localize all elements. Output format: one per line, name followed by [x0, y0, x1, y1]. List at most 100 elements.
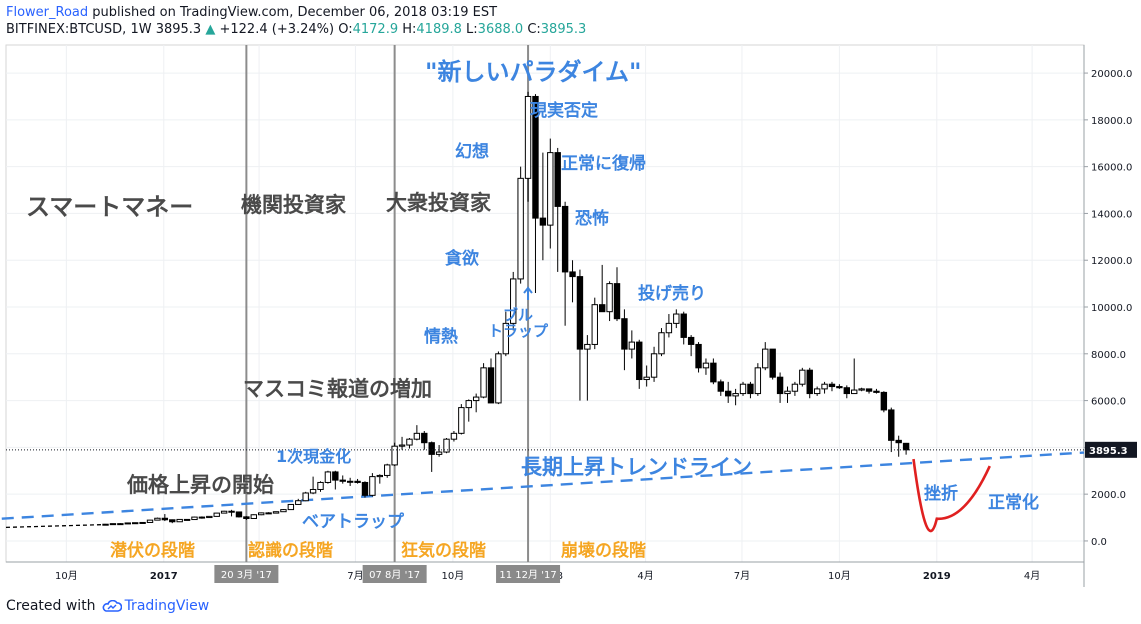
last-price-tag — [1085, 441, 1137, 458]
candle-body — [339, 479, 346, 482]
y-tick-label: 18000.0 — [1091, 116, 1132, 127]
candle-body — [258, 512, 265, 516]
candle-body — [391, 445, 398, 466]
annotation-long-trend: 長期上昇トレンドライン — [521, 455, 752, 479]
candle-body — [243, 516, 250, 519]
candle-body — [821, 383, 828, 390]
candle-body — [547, 152, 554, 226]
symbol-label: BITFINEX:BTCUSD, 1W — [6, 22, 152, 37]
candle-body — [643, 376, 650, 381]
x-tick-label: 4月 — [1024, 570, 1040, 582]
phase-date-marker-label: 20 3月 '17 — [221, 569, 272, 581]
arrow-up-icon — [523, 286, 533, 300]
candle-body — [272, 511, 280, 514]
annotation-enthusiasm: 情熱 — [424, 326, 458, 347]
arrow-up-icon: ▲ — [205, 22, 216, 37]
candle-body — [109, 523, 117, 526]
candle-body — [302, 492, 309, 502]
candle-body — [902, 442, 910, 451]
candle-body — [569, 271, 576, 278]
candle-body — [762, 348, 769, 369]
candle-body — [398, 444, 406, 447]
candle-body — [176, 518, 183, 523]
annotation-public: 大衆投資家 — [386, 191, 492, 215]
candle-body — [724, 390, 732, 397]
annotation-bear-trap: ベアトラップ — [302, 511, 405, 532]
candle-body — [732, 393, 739, 397]
trend-line — [1, 451, 1085, 520]
candle-body — [895, 439, 902, 444]
phase-date-marker-label: 07 8月 '17 — [369, 569, 420, 581]
candle-body — [532, 95, 539, 219]
annotation-normalization: 正常化 — [988, 492, 1039, 513]
y-tick-label: 10000.0 — [1091, 303, 1132, 314]
annotation-phase-blowoff: 崩壊の段階 — [561, 540, 646, 561]
x-tick-label: 7月 — [734, 570, 750, 582]
candle-body — [295, 500, 302, 505]
candle-body — [191, 516, 198, 521]
candle-body — [413, 432, 421, 440]
candle-body — [784, 390, 791, 395]
candle-body — [710, 362, 717, 383]
candle-body — [198, 516, 206, 519]
candle-body — [606, 283, 613, 313]
candle-body — [851, 389, 858, 395]
candle-body — [754, 367, 762, 395]
author-link[interactable]: Flower_Road — [6, 5, 89, 20]
candle-body — [524, 95, 532, 179]
annotation-new-paradigm: "新しいパラダイム" — [425, 58, 642, 86]
candle-body — [250, 514, 257, 519]
candle-body — [591, 304, 598, 345]
phase-date-marker — [496, 565, 561, 583]
candle-body — [613, 283, 621, 320]
candle-body — [806, 369, 813, 395]
y-tick-label: 14000.0 — [1091, 209, 1132, 220]
annotation-greed: 貪欲 — [445, 248, 479, 269]
annotation-capitulation: 投げ売り — [638, 283, 706, 304]
candle-body — [206, 515, 213, 519]
candle-body — [717, 381, 724, 392]
candle-body — [183, 518, 191, 521]
candle-body — [487, 367, 495, 404]
annotation-phase-mania: 狂気の段階 — [401, 540, 486, 561]
annotation-phase-awareness: 認識の段階 — [248, 540, 333, 561]
candle-body — [309, 488, 317, 494]
candle-body — [428, 442, 435, 455]
candle-body — [510, 278, 517, 324]
x-tick-label: 7月 — [347, 570, 363, 582]
close-label: C: — [527, 22, 541, 37]
candle-body — [813, 388, 821, 395]
open-label: O: — [338, 22, 353, 37]
candle-body — [117, 523, 124, 526]
candle-body — [443, 438, 450, 453]
annotation-bull-trap: ブル — [503, 306, 533, 324]
last-price: 3895.3 — [155, 22, 202, 37]
x-tick-label: 10月 — [828, 570, 851, 582]
candle-body — [769, 348, 776, 378]
candle-body — [495, 353, 502, 404]
candle-body — [435, 451, 443, 455]
y-tick-label: 2000.0 — [1091, 490, 1126, 501]
candle-body — [235, 511, 243, 518]
candle-body — [346, 480, 354, 483]
phase-date-marker — [214, 565, 279, 583]
candle-body — [169, 519, 176, 523]
candle-body — [354, 480, 361, 483]
candle-body — [317, 481, 324, 490]
early-price-dash — [5, 523, 106, 529]
candle-body — [776, 376, 784, 395]
candle-body — [584, 343, 591, 350]
candle-body — [517, 177, 524, 280]
candle-body — [406, 438, 413, 446]
candle-body — [539, 217, 547, 226]
low-label: L: — [466, 22, 478, 37]
x-tick-label: 2019 — [923, 571, 951, 582]
candle-body — [220, 510, 228, 514]
candle-body — [384, 464, 391, 476]
candle-body — [139, 521, 146, 524]
candle-body — [287, 503, 295, 511]
tradingview-logo[interactable]: TradingView — [102, 598, 209, 614]
annotation-illusion: 幻想 — [455, 141, 489, 162]
annotation-price-rise: 価格上昇の開始 — [126, 473, 274, 497]
